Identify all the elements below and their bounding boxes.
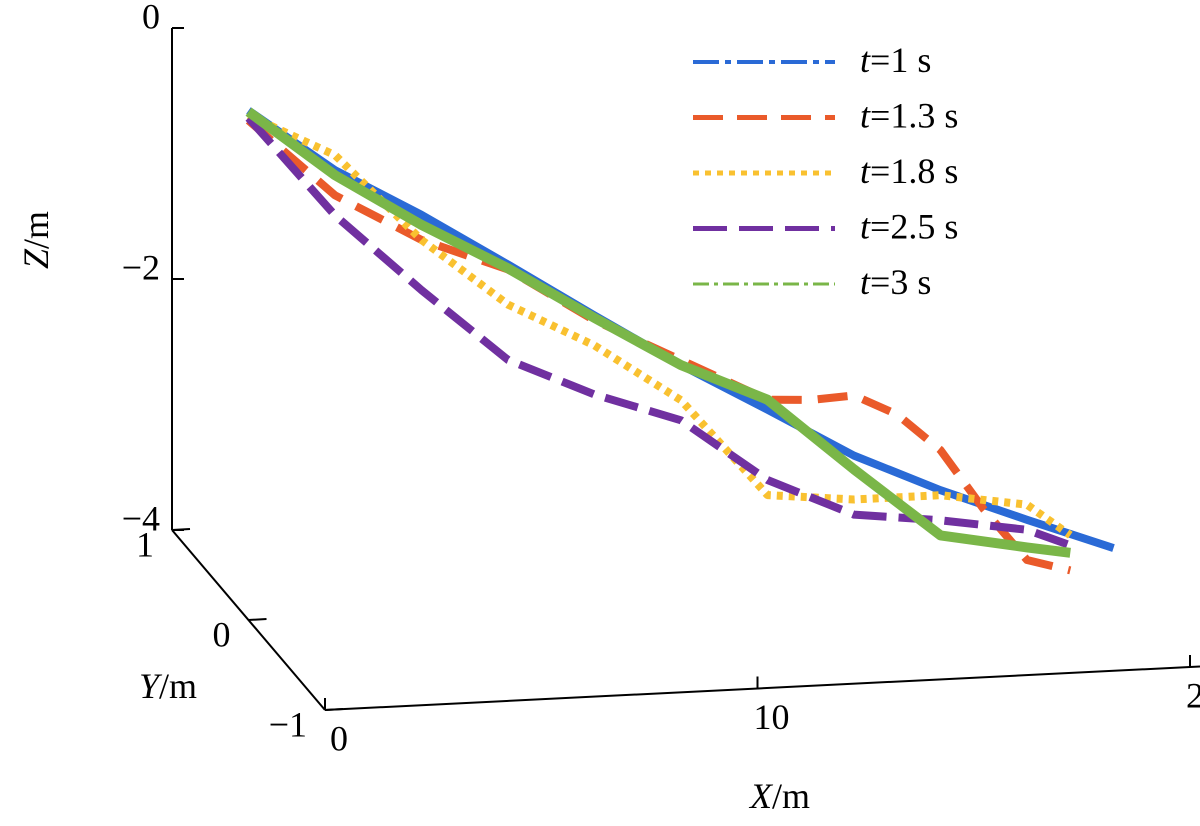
legend-label: t=1 s — [860, 40, 931, 80]
y-axis-label: Y/m — [139, 666, 197, 706]
z-tick-label: 0 — [142, 0, 160, 36]
legend-label: t=3 s — [860, 262, 931, 302]
series-line — [245, 115, 1072, 550]
series-line — [246, 111, 1073, 539]
z-tick-label: −2 — [122, 247, 160, 287]
series-line — [245, 117, 1072, 575]
x-tick-label: 0 — [330, 718, 348, 758]
z-tick-label: −4 — [122, 498, 160, 538]
x-axis-label: X/m — [748, 776, 810, 816]
y-tick — [248, 618, 267, 621]
y-tick-label: 1 — [136, 524, 154, 564]
legend-label: t=2.5 s — [860, 207, 958, 247]
series-line — [245, 107, 1071, 558]
y-tick — [324, 708, 344, 711]
legend-label: t=1.8 s — [860, 151, 958, 191]
legend-label: t=1.3 s — [860, 96, 958, 136]
x-tick-label: 20 — [1186, 675, 1200, 715]
series-line — [246, 107, 1115, 552]
y-tick-label: 0 — [213, 614, 231, 654]
z-axis-label: Z/m — [16, 211, 56, 269]
x-axis — [324, 665, 1200, 711]
y-tick-label: −1 — [269, 704, 307, 744]
x-tick-label: 10 — [754, 697, 790, 737]
